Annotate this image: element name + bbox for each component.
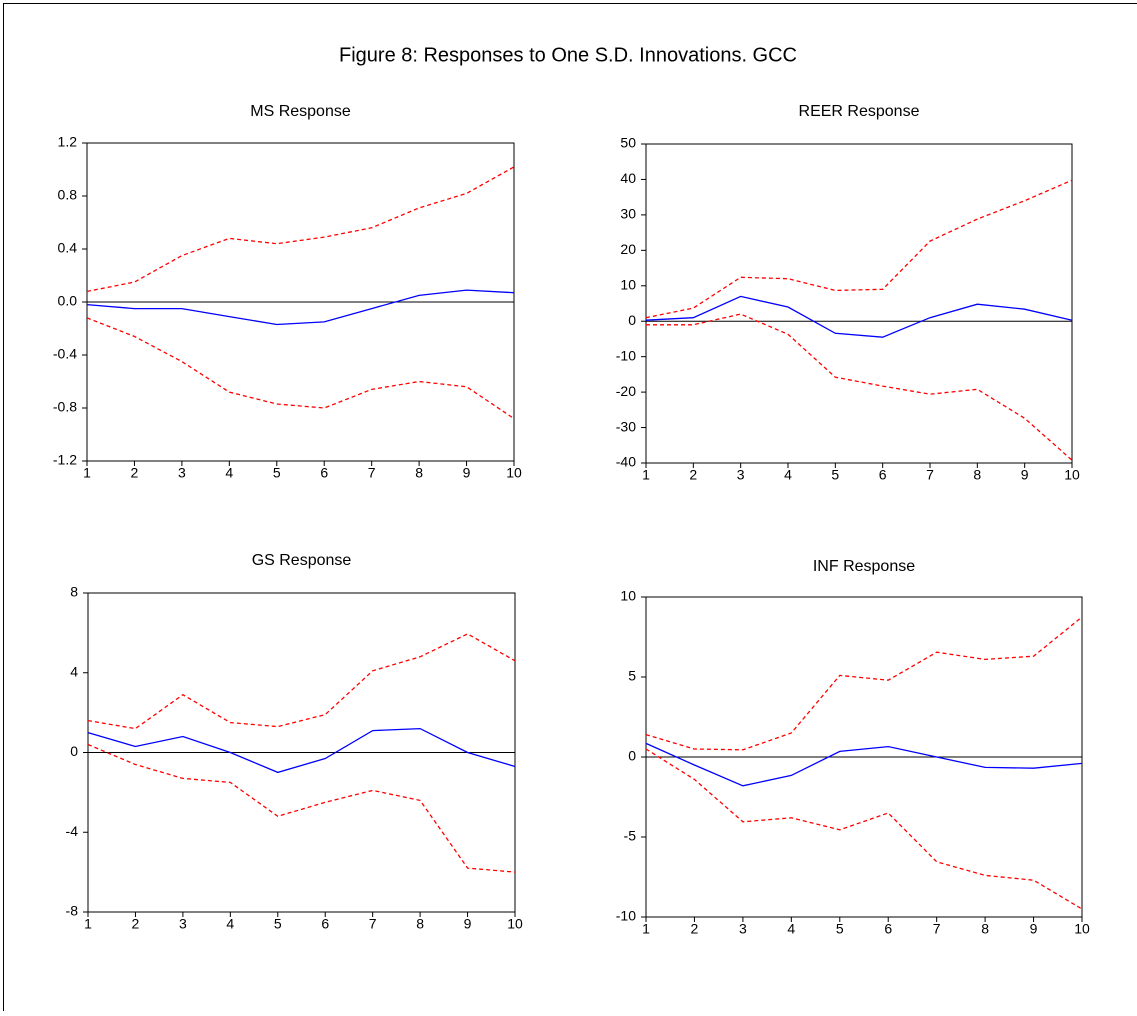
y-tick-label: 0.8 xyxy=(58,187,78,203)
x-tick-label: 7 xyxy=(926,467,934,483)
plot-frame xyxy=(646,144,1072,463)
x-tick-label: 10 xyxy=(507,916,523,932)
y-tick-label: 0.0 xyxy=(58,293,78,309)
figure-title: Figure 8: Responses to One S.D. Innovati… xyxy=(339,44,797,66)
x-tick-label: 6 xyxy=(320,465,328,481)
y-tick-label: 1.2 xyxy=(58,134,78,150)
y-tick-label: 0 xyxy=(70,743,78,759)
y-tick-label: 8 xyxy=(70,584,78,600)
figure-frame xyxy=(4,4,1137,1012)
x-tick-label: 6 xyxy=(321,916,329,932)
series-line xyxy=(646,743,1082,785)
x-tick-label: 3 xyxy=(178,465,186,481)
x-tick-label: 3 xyxy=(737,467,745,483)
x-tick-label: 5 xyxy=(274,916,282,932)
x-tick-label: 4 xyxy=(787,921,795,937)
series-line xyxy=(88,634,515,729)
series-line xyxy=(646,314,1072,460)
x-tick-label: 7 xyxy=(369,916,377,932)
x-tick-label: 5 xyxy=(836,921,844,937)
y-tick-label: -8 xyxy=(66,903,79,919)
chart-title: GS Response xyxy=(252,552,352,569)
x-tick-label: 5 xyxy=(831,467,839,483)
y-tick-label: -10 xyxy=(616,347,636,363)
y-tick-label: 50 xyxy=(620,135,636,151)
x-tick-label: 1 xyxy=(642,467,650,483)
x-tick-label: 4 xyxy=(784,467,792,483)
series-line xyxy=(88,729,515,773)
y-tick-label: -10 xyxy=(616,908,636,924)
x-tick-label: 4 xyxy=(225,465,233,481)
x-tick-label: 3 xyxy=(179,916,187,932)
chart-title: MS Response xyxy=(250,103,351,120)
x-tick-label: 2 xyxy=(689,467,697,483)
y-tick-label: 20 xyxy=(620,241,636,257)
y-tick-label: 10 xyxy=(620,588,636,604)
x-tick-label: 1 xyxy=(83,465,91,481)
x-tick-label: 9 xyxy=(464,916,472,932)
x-tick-label: 2 xyxy=(131,465,139,481)
y-tick-label: -4 xyxy=(66,823,79,839)
y-tick-label: 10 xyxy=(620,276,636,292)
y-tick-label: -20 xyxy=(616,383,636,399)
y-tick-label: 4 xyxy=(70,663,78,679)
y-tick-label: -40 xyxy=(616,454,636,470)
series-line xyxy=(646,296,1072,337)
x-tick-label: 8 xyxy=(973,467,981,483)
x-tick-label: 7 xyxy=(933,921,941,937)
x-tick-label: 8 xyxy=(981,921,989,937)
y-tick-label: 0 xyxy=(628,312,636,328)
x-tick-label: 6 xyxy=(879,467,887,483)
series-line xyxy=(646,180,1072,318)
y-tick-label: -0.4 xyxy=(53,346,77,362)
x-tick-label: 10 xyxy=(1064,467,1080,483)
y-tick-label: 0.4 xyxy=(58,240,78,256)
chart-title: INF Response xyxy=(813,558,915,575)
y-tick-label: -1.2 xyxy=(53,452,77,468)
x-tick-label: 8 xyxy=(415,465,423,481)
chart-title: REER Response xyxy=(799,103,920,120)
x-tick-label: 7 xyxy=(368,465,376,481)
y-tick-label: -5 xyxy=(624,828,637,844)
x-tick-label: 9 xyxy=(463,465,471,481)
x-tick-label: 6 xyxy=(884,921,892,937)
y-tick-label: 5 xyxy=(628,668,636,684)
series-line xyxy=(646,749,1082,909)
series-line xyxy=(87,318,514,419)
x-tick-label: 2 xyxy=(132,916,140,932)
series-line xyxy=(87,290,514,324)
x-tick-label: 1 xyxy=(84,916,92,932)
x-tick-label: 1 xyxy=(642,921,650,937)
y-tick-label: 40 xyxy=(620,170,636,186)
x-tick-label: 10 xyxy=(506,465,522,481)
series-line xyxy=(88,745,515,873)
x-tick-label: 10 xyxy=(1074,921,1090,937)
series-line xyxy=(87,167,514,292)
x-tick-label: 2 xyxy=(691,921,699,937)
x-tick-label: 9 xyxy=(1021,467,1029,483)
y-tick-label: 0 xyxy=(628,748,636,764)
y-tick-label: 30 xyxy=(620,206,636,222)
x-tick-label: 8 xyxy=(416,916,424,932)
x-tick-label: 5 xyxy=(273,465,281,481)
x-tick-label: 9 xyxy=(1030,921,1038,937)
y-tick-label: -0.8 xyxy=(53,399,77,415)
series-line xyxy=(646,617,1082,750)
y-tick-label: -30 xyxy=(616,418,636,434)
x-tick-label: 3 xyxy=(739,921,747,937)
x-tick-label: 4 xyxy=(226,916,234,932)
